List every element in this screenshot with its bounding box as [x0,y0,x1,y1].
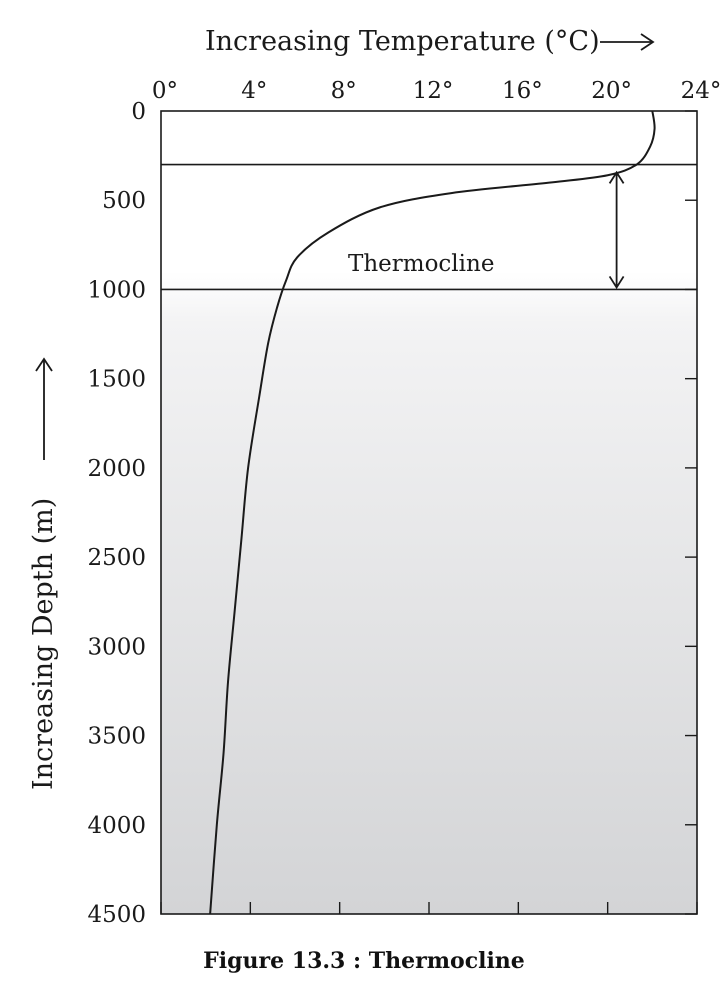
y-axis-title: Increasing Depth (m) [28,498,59,790]
y-tick-label: 4000 [87,813,146,839]
y-tick-label: 3000 [87,634,146,660]
y-tick-label: 0 [131,99,146,125]
double-arrow-icon [608,170,625,290]
x-axis-title: Increasing Temperature (°C) [205,26,600,57]
y-axis-title-group: Increasing Depth (m) [28,357,59,790]
x-tick-label: 8° [331,78,357,104]
x-tick-label: 24° [681,78,722,104]
x-axis-ticks: 0° 4° 8° 12° 16° 20° 24° [152,78,721,914]
y-tick-label: 4500 [87,902,146,928]
y-axis-ticks: 0 500 1000 1500 2000 2500 3000 3500 4000 4500 [87,99,697,928]
temperature-profile-line [209,110,656,915]
y-tick-label: 2000 [87,456,146,482]
double-arrow-head-down [608,275,625,290]
right-arrow-icon [600,33,655,51]
x-tick-label: 20° [591,78,632,104]
y-tick-label: 3500 [87,724,146,750]
y-tick-label: 1000 [87,277,146,303]
y-tick-label: 500 [102,188,146,214]
x-tick-label: 4° [241,78,267,104]
arrow-head [640,33,655,51]
x-tick-label: 12° [413,78,454,104]
double-arrow-head-up [608,170,625,184]
y-tick-label: 1500 [87,367,146,393]
up-arrow-icon [35,357,53,460]
thermocline-annotation: Thermocline [348,170,625,290]
figure-caption: Figure 13.3 : Thermocline [203,948,525,974]
layer-boundary-lines [161,163,697,291]
x-tick-label: 0° [152,78,178,104]
x-axis-title-group: Increasing Temperature (°C) [205,26,655,57]
arrow-head [35,357,53,372]
x-tick-label: 16° [502,78,543,104]
deep-water-shading [161,271,697,915]
y-tick-label: 2500 [87,545,146,571]
thermocline-label: Thermocline [348,251,494,277]
